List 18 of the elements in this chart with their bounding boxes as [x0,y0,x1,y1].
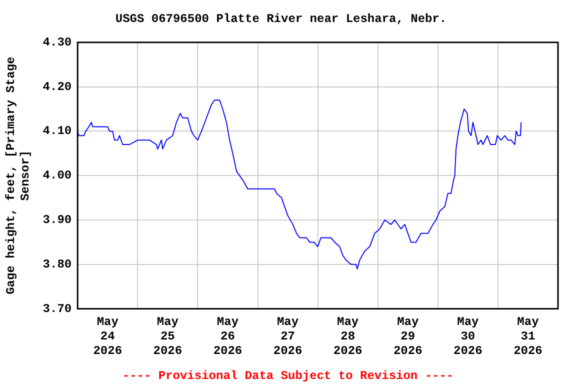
y-tick-label: 4.00 [42,168,72,183]
chart-title: USGS 06796500 Platte River near Leshara, Nebr. [115,12,447,26]
x-tick-label: May 30 2026 [454,315,482,358]
y-tick-label: 4.10 [42,124,72,138]
x-tick-label: May 25 2026 [153,315,182,358]
x-tick-label: May 27 2026 [273,315,302,358]
y-tick-label: 4.20 [42,80,72,94]
x-tick-label: May 29 2026 [393,315,422,358]
x-tick-label: May 28 2026 [333,315,362,358]
y-tick-label: 4.30 [42,35,72,50]
x-tick-label: May 26 2026 [213,315,242,358]
y-axis-title: Gage height, feet, [Primary Stage Sensor] [4,56,33,294]
y-tick-label: 3.90 [42,213,72,228]
text: ---- Provisional Data Subject to Revision ---- [122,369,454,383]
x-tick-label: May 24 2026 [93,315,122,358]
y-tick-label: 3.70 [42,302,72,316]
x-tick-label: May 31 2026 [514,315,542,358]
y-tick-label: 3.80 [42,257,72,272]
